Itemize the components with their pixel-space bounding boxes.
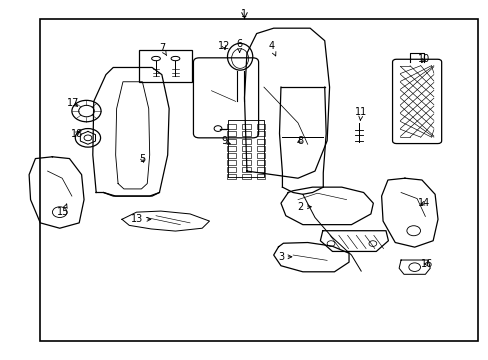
Bar <box>256 174 265 179</box>
Text: 1: 1 <box>241 9 247 19</box>
Bar <box>242 131 250 136</box>
Text: 8: 8 <box>297 136 303 146</box>
Bar <box>256 146 265 151</box>
Text: 4: 4 <box>267 41 275 56</box>
Bar <box>227 124 236 129</box>
Bar <box>256 131 265 136</box>
Bar <box>256 167 265 172</box>
Bar <box>242 153 250 158</box>
Bar <box>242 167 250 172</box>
Bar <box>256 153 265 158</box>
Bar <box>227 146 236 151</box>
Text: 15: 15 <box>57 204 70 217</box>
Text: 10: 10 <box>417 54 429 64</box>
Bar <box>139 50 192 82</box>
Text: 13: 13 <box>131 214 150 224</box>
Bar <box>242 174 250 179</box>
Bar <box>256 124 265 129</box>
Text: 18: 18 <box>70 129 82 139</box>
Text: 17: 17 <box>67 98 80 108</box>
Bar <box>242 146 250 151</box>
Bar <box>242 160 250 165</box>
Bar <box>227 131 236 136</box>
Text: 3: 3 <box>277 252 291 262</box>
Text: 16: 16 <box>420 259 432 269</box>
Bar <box>227 160 236 165</box>
Text: 2: 2 <box>297 202 311 212</box>
Text: 9: 9 <box>221 136 230 146</box>
Text: 6: 6 <box>236 39 242 53</box>
Bar <box>256 160 265 165</box>
Bar <box>227 139 236 144</box>
Text: 5: 5 <box>139 154 145 163</box>
Bar <box>256 139 265 144</box>
Bar <box>227 174 236 179</box>
Bar <box>227 153 236 158</box>
Text: 12: 12 <box>218 41 230 51</box>
Bar <box>227 167 236 172</box>
Text: 11: 11 <box>354 107 366 120</box>
Bar <box>242 139 250 144</box>
Text: 14: 14 <box>417 198 429 208</box>
Text: 7: 7 <box>159 43 166 55</box>
Bar <box>242 124 250 129</box>
